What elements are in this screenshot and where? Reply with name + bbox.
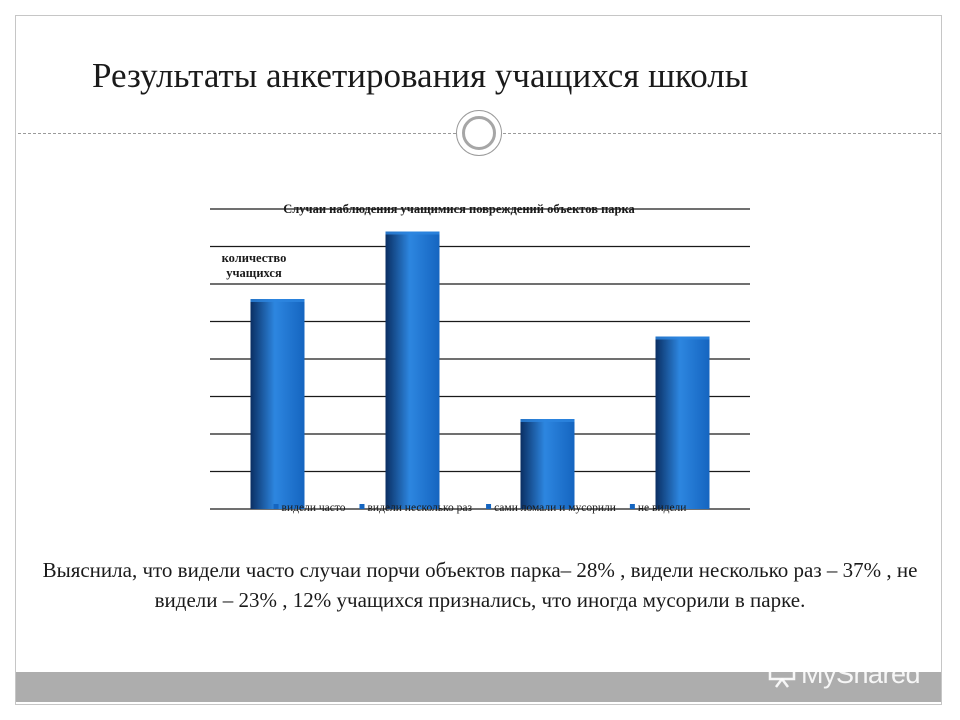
presentation-board-icon xyxy=(768,661,796,688)
bar xyxy=(655,336,710,509)
chart-title: Случаи наблюдения учащимися повреждений … xyxy=(283,202,635,216)
watermark-logo: MyShared xyxy=(767,657,921,691)
legend-label: не видели xyxy=(638,502,687,514)
legend-label: сами ломали и мусорили xyxy=(494,502,616,514)
bar-top-highlight xyxy=(385,231,440,235)
y-axis-label: количество учащихся xyxy=(222,251,287,280)
bar-top-highlight xyxy=(520,419,575,422)
bar xyxy=(520,419,575,509)
bar xyxy=(250,299,305,509)
watermark-text: MyShared xyxy=(801,658,921,689)
bar-top-highlight xyxy=(655,336,710,340)
legend-label: видели часто xyxy=(282,502,346,514)
legend-swatch xyxy=(359,504,365,509)
y-axis-label-line: учащихся xyxy=(226,266,282,280)
divider-circle-ornament xyxy=(456,110,502,156)
legend-swatch xyxy=(629,504,635,509)
legend-swatch xyxy=(273,504,279,509)
legend-label: видели несколько раз xyxy=(367,502,472,514)
y-axis-label-line: количество xyxy=(222,251,287,265)
chart-bars xyxy=(250,231,710,509)
conclusion-text: Выяснила, что видели часто случаи порчи … xyxy=(42,558,918,612)
chart-legend: видели часто видели несколько раз сами лом… xyxy=(273,502,687,514)
slide-title: Результаты анкетирования учащихся школы xyxy=(92,56,749,95)
bar-chart: Случаи наблюдения учащимися повреждений … xyxy=(210,202,750,514)
bar xyxy=(385,231,440,509)
bar-top-highlight xyxy=(250,299,305,302)
legend-swatch xyxy=(486,504,492,509)
